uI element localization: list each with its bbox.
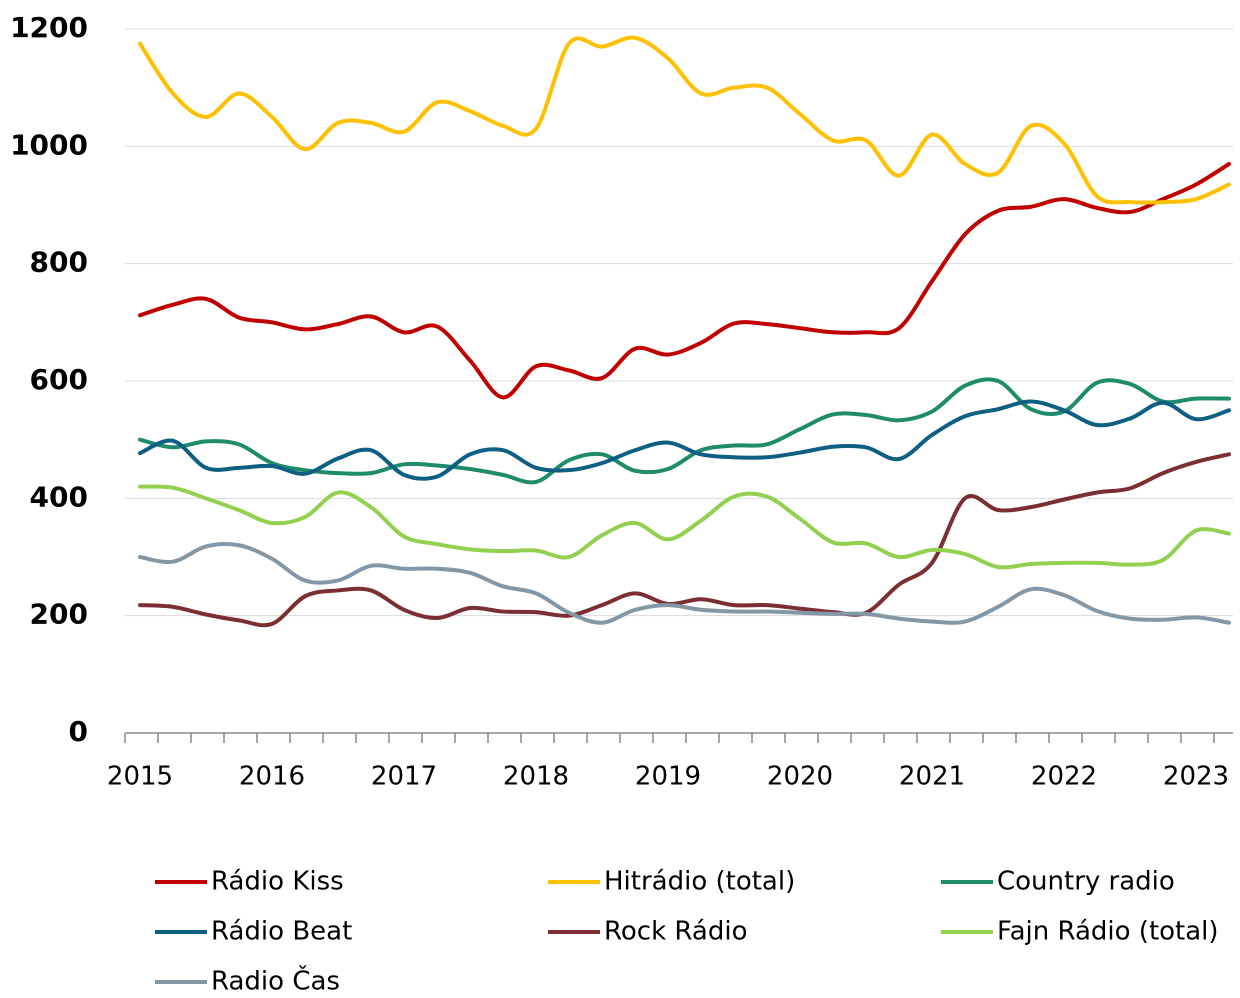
x-tick-label: 2017	[371, 762, 437, 792]
x-tick-label: 2018	[503, 762, 569, 792]
legend-label: Rádio Kiss	[211, 867, 344, 897]
y-tick-label: 1000	[10, 128, 88, 161]
x-tick-label: 2015	[107, 762, 173, 792]
legend-label: Rádio Beat	[211, 917, 352, 947]
y-tick-label: 800	[30, 246, 88, 279]
series-line	[138, 399, 1231, 481]
y-tick-label: 0	[69, 715, 88, 748]
series-line	[138, 452, 1231, 628]
legend-label: Country radio	[997, 867, 1175, 897]
legend-label: Rock Rádio	[604, 917, 747, 947]
x-tick-label: 2023	[1163, 762, 1229, 792]
y-tick-label: 600	[30, 363, 88, 396]
x-tick-label: 2019	[635, 762, 701, 792]
legend-label: Radio Čas	[211, 965, 340, 997]
y-tick-label: 200	[30, 598, 88, 631]
y-tick-label: 400	[30, 480, 88, 513]
series-line	[138, 377, 1231, 485]
legend-label: Fajn Rádio (total)	[997, 917, 1219, 947]
legend-label: Hitrádio (total)	[604, 867, 795, 897]
x-tick-label: 2021	[899, 762, 965, 792]
x-tick-label: 2020	[767, 762, 833, 792]
series-line	[138, 161, 1231, 400]
x-tick-label: 2022	[1031, 762, 1097, 792]
series-line	[138, 542, 1231, 625]
series-line	[138, 35, 1231, 205]
y-tick-label: 1200	[10, 11, 88, 44]
x-tick-label: 2016	[239, 762, 305, 792]
series-line	[138, 484, 1231, 570]
